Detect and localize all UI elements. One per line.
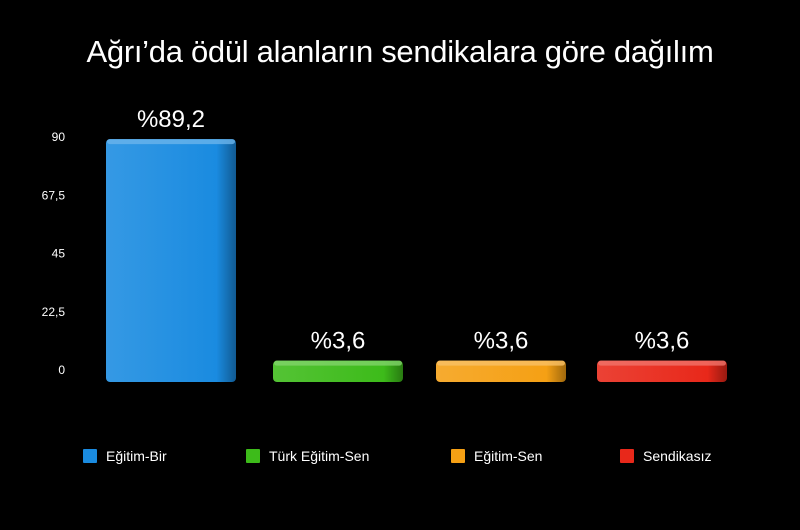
y-tick-label: 90 [52, 130, 66, 144]
bar-cap-egitim-bir [107, 139, 235, 145]
legend-label-sendikasiz: Sendikasız [643, 448, 712, 464]
bar-cap-turk-egitim-sen [274, 360, 402, 366]
y-axis: 0 22,5 45 67,5 90 [42, 130, 66, 377]
bar-egitim-bir [106, 139, 236, 382]
bar-cap-sendikasiz [598, 360, 726, 366]
chart-title: Ağrı’da ödül alanların sendikalara göre … [86, 34, 714, 69]
legend-label-egitim-sen: Eğitim-Sen [474, 448, 543, 464]
legend: Eğitim-Bir Türk Eğitim-Sen Eğitim-Sen Se… [0, 446, 800, 470]
legend-item-egitim-bir: Eğitim-Bir [83, 446, 167, 466]
y-tick-label: 22,5 [42, 305, 66, 319]
data-label-turk-egitim-sen: %3,6 [311, 328, 366, 355]
bars [106, 139, 727, 382]
data-labels: %89,2 %3,6 %3,6 %3,6 [137, 106, 689, 355]
legend-item-egitim-sen: Eğitim-Sen [451, 446, 542, 466]
y-tick-label: 67,5 [42, 188, 66, 202]
legend-label-egitim-bir: Eğitim-Bir [106, 448, 167, 464]
bar-turk-egitim-sen [273, 360, 403, 382]
legend-swatch-turk-egitim-sen [246, 449, 260, 463]
legend-swatch-egitim-bir [83, 449, 97, 463]
legend-label-turk-egitim-sen: Türk Eğitim-Sen [269, 448, 370, 464]
legend-swatch-sendikasiz [620, 449, 634, 463]
data-label-egitim-bir: %89,2 [137, 106, 205, 133]
bar-cap-egitim-sen [437, 360, 565, 366]
data-label-egitim-sen: %3,6 [474, 328, 529, 355]
data-label-sendikasiz: %3,6 [635, 328, 690, 355]
bar-egitim-sen [436, 360, 566, 382]
bar-sendikasiz [597, 360, 727, 382]
legend-swatch-egitim-sen [451, 449, 465, 463]
legend-item-turk-egitim-sen: Türk Eğitim-Sen [246, 446, 369, 466]
y-tick-label: 0 [58, 363, 65, 377]
legend-item-sendikasiz: Sendikasız [620, 446, 711, 466]
y-tick-label: 45 [52, 247, 66, 261]
